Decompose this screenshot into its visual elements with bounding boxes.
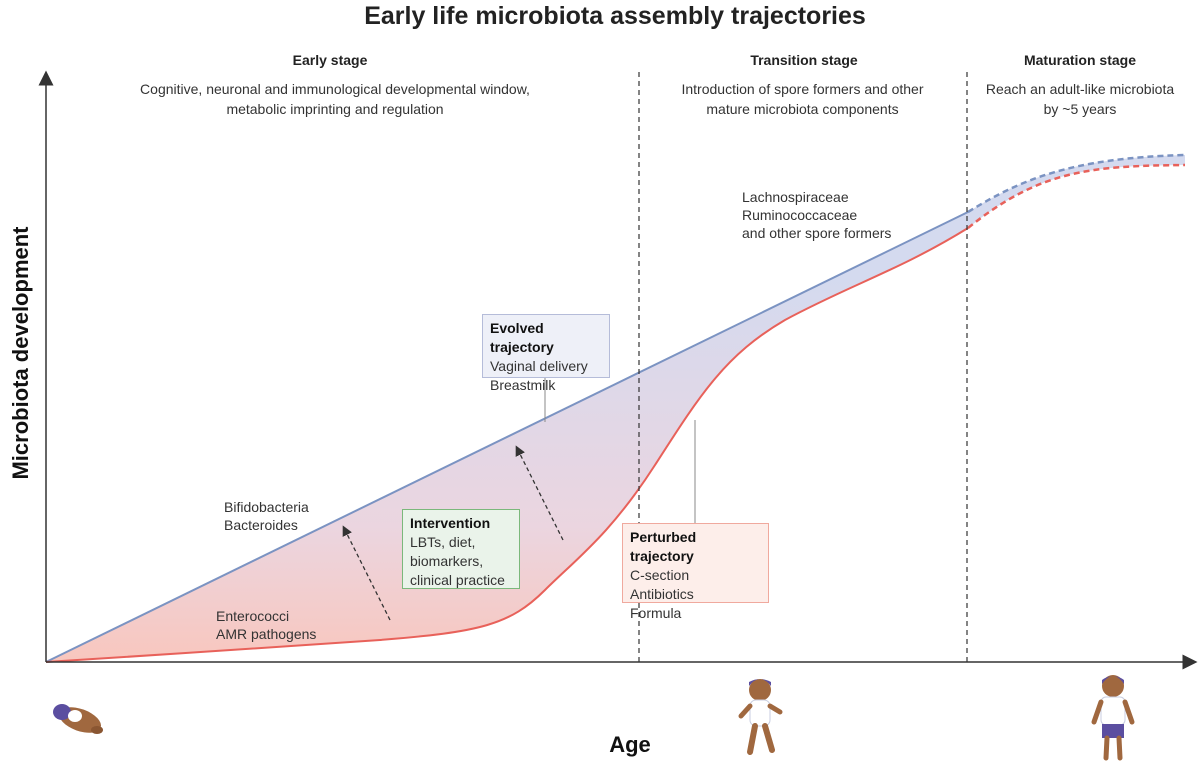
stage-description-transition: Introduction of spore formers and other … bbox=[681, 81, 924, 117]
perturbed-box-heading: Perturbed trajectory bbox=[630, 529, 697, 564]
label-enterococci: Enterococci AMR pathogens bbox=[216, 608, 317, 642]
stage-description-maturation: Reach an adult-like microbiota by ~5 yea… bbox=[985, 81, 1175, 117]
evolved-trajectory-dashed bbox=[967, 153, 1186, 214]
stage-heading-maturation: Maturation stage bbox=[1023, 52, 1136, 68]
intervention-arrow-2 bbox=[515, 445, 564, 541]
child-icon bbox=[1091, 675, 1135, 761]
evolved-box-line: Vaginal delivery bbox=[490, 358, 588, 374]
intervention-box-line: biomarkers, bbox=[410, 553, 484, 569]
evolved-trajectory-line bbox=[45, 211, 969, 663]
stage-heading-early: Early stage bbox=[292, 52, 368, 68]
evolved-box-heading: Evolved trajectory bbox=[490, 320, 554, 355]
diagram-title: Early life microbiota assembly trajector… bbox=[364, 2, 866, 30]
intervention-box: Intervention LBTs, diet, biomarkers, cli… bbox=[402, 509, 520, 589]
perturbed-trajectory-dashed bbox=[967, 163, 1186, 229]
trajectory-band bbox=[46, 155, 1185, 662]
toddler-icon bbox=[738, 679, 783, 755]
label-spore-formers: Lachnospiraceae Ruminococcaceae and othe… bbox=[742, 189, 892, 241]
intervention-box-line: clinical practice bbox=[410, 572, 505, 588]
intervention-arrow-1 bbox=[342, 525, 391, 621]
perturbed-box-line: C-section bbox=[630, 567, 690, 583]
perturbed-box-line: Formula bbox=[630, 605, 682, 621]
perturbed-trajectory-box: Perturbed trajectory C-section Antibioti… bbox=[622, 523, 769, 621]
intervention-box-heading: Intervention bbox=[410, 515, 491, 531]
evolved-box-line: Breastmilk bbox=[490, 377, 556, 393]
x-axis-label: Age bbox=[609, 732, 651, 757]
perturbed-trajectory-line bbox=[45, 227, 969, 663]
intervention-box-line: LBTs, diet, bbox=[410, 534, 476, 550]
stage-description-early: Cognitive, neuronal and immunological de… bbox=[140, 81, 530, 117]
evolved-trajectory-box: Evolved trajectory Vaginal delivery Brea… bbox=[482, 314, 610, 393]
stage-heading-transition: Transition stage bbox=[750, 52, 858, 68]
label-bifidobacteria: Bifidobacteria Bacteroides bbox=[224, 499, 309, 533]
newborn-icon bbox=[53, 704, 103, 734]
perturbed-box-line: Antibiotics bbox=[630, 586, 694, 602]
y-axis-label: Microbiota development bbox=[8, 226, 33, 480]
